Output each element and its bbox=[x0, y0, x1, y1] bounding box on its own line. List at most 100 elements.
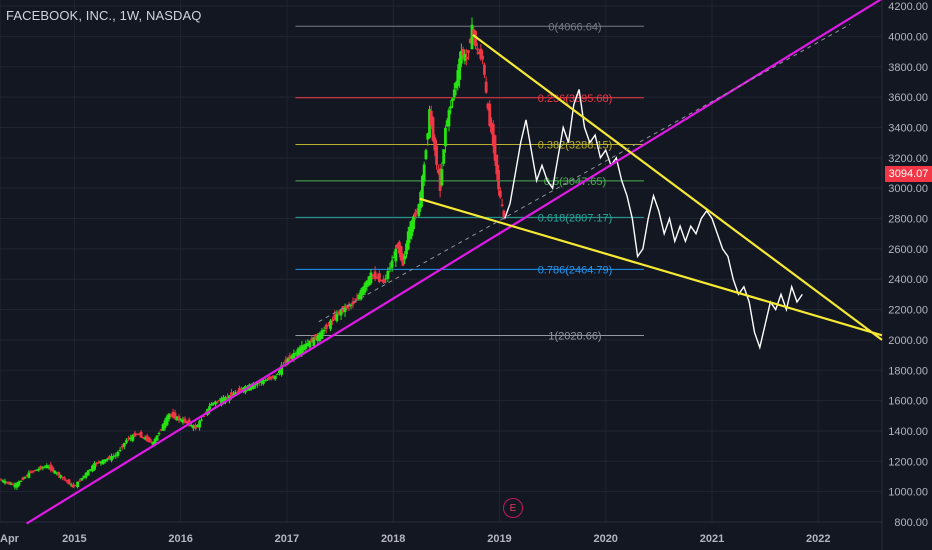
candle-body bbox=[51, 467, 55, 472]
grid bbox=[0, 0, 882, 523]
candle-body bbox=[216, 401, 219, 403]
candle-body bbox=[275, 374, 279, 376]
candle-body bbox=[183, 418, 187, 423]
candle-body bbox=[412, 216, 415, 230]
candle-body bbox=[363, 283, 367, 293]
fib-level-label: 1(2028.66) bbox=[548, 331, 601, 343]
last-price-tag: 3094.07 bbox=[885, 165, 932, 182]
candle-body bbox=[367, 276, 371, 286]
candle-body bbox=[495, 154, 499, 175]
x-tick-label: 2016 bbox=[168, 533, 192, 545]
candle-body bbox=[196, 425, 199, 428]
x-tick-label: Apr bbox=[0, 533, 20, 545]
candle-body bbox=[181, 419, 185, 423]
candle-body bbox=[324, 324, 328, 330]
candle-body bbox=[433, 137, 437, 151]
candle-body bbox=[118, 449, 122, 451]
earnings-marker-icon[interactable]: E bbox=[503, 498, 523, 518]
candle-body bbox=[444, 128, 447, 147]
symbol-title[interactable]: FACEBOOK, INC., 1W, NASDAQ bbox=[6, 8, 202, 23]
y-tick-label: 2000.00 bbox=[888, 335, 928, 347]
candle-body bbox=[63, 478, 67, 480]
trendline-wedge-upper bbox=[472, 34, 883, 341]
candle-body bbox=[173, 412, 177, 419]
candle-body bbox=[161, 424, 165, 431]
candle-body bbox=[251, 383, 255, 389]
candle-body bbox=[415, 210, 419, 213]
candle-body bbox=[312, 337, 316, 346]
candle-body bbox=[308, 340, 312, 348]
candle-body bbox=[3, 480, 7, 484]
candle-body bbox=[429, 110, 433, 126]
candle-body bbox=[80, 477, 84, 481]
candle-body bbox=[91, 465, 94, 472]
candle-body bbox=[288, 355, 292, 360]
candle-body bbox=[125, 440, 128, 443]
candle-body bbox=[9, 483, 13, 485]
x-axis-labels: Apr 2015 2016 2017 2018 2019 2020 2021 2022 bbox=[0, 533, 830, 545]
candle-body bbox=[280, 365, 284, 375]
candle-body bbox=[169, 414, 173, 416]
candle-body bbox=[477, 51, 481, 55]
candle-body bbox=[76, 481, 79, 488]
trendline-fib-diagonal bbox=[318, 23, 851, 323]
candle-body bbox=[380, 279, 383, 281]
candle-body bbox=[298, 347, 302, 356]
candle-body bbox=[357, 294, 361, 299]
y-tick-label: 1200.00 bbox=[888, 456, 928, 468]
candle-body bbox=[390, 260, 394, 268]
x-tick-label: 2022 bbox=[806, 533, 830, 545]
candle-body bbox=[261, 379, 265, 384]
candle-body bbox=[284, 359, 288, 363]
candle-body bbox=[347, 304, 351, 307]
candle-body bbox=[53, 470, 57, 474]
candle-body bbox=[440, 169, 444, 186]
candle-body bbox=[410, 220, 414, 236]
candle-body bbox=[143, 437, 147, 440]
candle-body bbox=[490, 122, 493, 133]
candle-body bbox=[141, 437, 145, 439]
y-tick-label: 3800.00 bbox=[888, 62, 928, 74]
candle-body bbox=[438, 168, 442, 191]
candle-body bbox=[479, 48, 483, 59]
fib-level-label: 0(4066.64) bbox=[548, 21, 601, 33]
candle-body bbox=[139, 431, 143, 438]
candle-body bbox=[300, 345, 304, 355]
candle-body bbox=[116, 451, 120, 456]
candle-body bbox=[103, 459, 107, 462]
candles bbox=[0, 17, 506, 490]
candle-body bbox=[322, 329, 326, 332]
y-tick-label: 3600.00 bbox=[888, 92, 928, 104]
candle-body bbox=[302, 345, 306, 351]
candle-body bbox=[149, 441, 153, 443]
candle-body bbox=[269, 376, 273, 379]
candle-body bbox=[200, 419, 203, 421]
candle-body bbox=[392, 257, 396, 259]
candle-body bbox=[33, 470, 37, 472]
candle-body bbox=[493, 135, 497, 161]
candle-body bbox=[133, 432, 137, 437]
candle-body bbox=[67, 479, 71, 485]
candle-body bbox=[445, 120, 449, 127]
y-tick-label: 3000.00 bbox=[888, 183, 928, 195]
candle-body bbox=[361, 287, 365, 295]
candle-body bbox=[25, 475, 29, 477]
candle-body bbox=[112, 456, 116, 458]
y-tick-label: 4000.00 bbox=[888, 31, 928, 43]
candle-body bbox=[456, 70, 460, 87]
candle-body bbox=[369, 272, 373, 284]
y-tick-label: 2400.00 bbox=[888, 274, 928, 286]
candle-body bbox=[208, 406, 211, 411]
candle-body bbox=[431, 117, 435, 141]
candle-body bbox=[497, 170, 500, 190]
candle-body bbox=[108, 456, 111, 460]
candle-body bbox=[273, 375, 277, 380]
trendline-wedge-lower bbox=[419, 197, 883, 337]
x-tick-label: 2018 bbox=[381, 533, 405, 545]
candle-body bbox=[230, 392, 233, 398]
candle-body bbox=[69, 484, 73, 486]
candle-body bbox=[449, 106, 453, 109]
candle-body bbox=[35, 469, 39, 471]
